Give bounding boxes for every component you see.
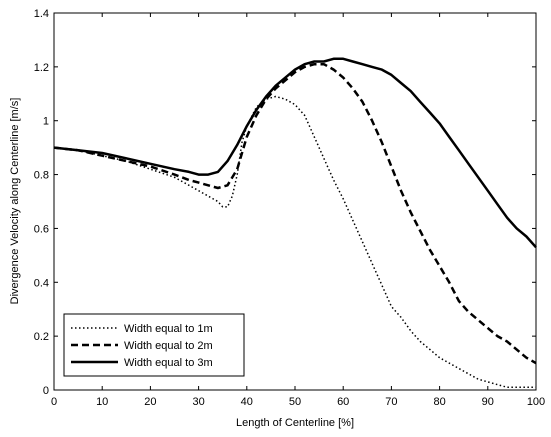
x-tick-label: 10 [96,396,108,408]
y-tick-label: 0.4 [34,277,49,289]
y-tick-label: 0.6 [34,223,49,235]
x-axis-label: Length of Centerline [%] [236,417,354,429]
x-tick-label: 100 [527,396,545,408]
x-tick-label: 40 [241,396,253,408]
axis-ticks: 0 10 20 30 40 50 60 70 80 90 100 0 0.2 0.4 0.6 0.8 1 1.2 1… [34,8,545,408]
series-line-1 [53,95,536,389]
legend-label-3m: Width equal to 3m [124,357,213,369]
x-tick-label: 50 [289,396,301,408]
x-tick-label: 70 [385,396,397,408]
x-tick-label: 0 [51,396,57,408]
legend-label-2m: Width equal to 2m [124,340,213,352]
plot-area [53,57,537,389]
series-line-2 [53,62,537,365]
y-tick-label: 1 [43,116,49,128]
legend-label-1m: Width equal to 1m [124,323,213,335]
y-tick-label: 0.2 [34,331,49,343]
x-tick-label: 90 [482,396,494,408]
y-axis-label: Divergence Velocity along Centerline [m/… [9,98,21,305]
x-tick-label: 30 [192,396,204,408]
y-tick-label: 1.2 [34,62,49,74]
y-tick-label: 0 [43,385,49,397]
y-tick-label: 0.8 [34,170,49,182]
series-line-3 [53,57,537,249]
legend: Width equal to 1m Width equal to 2m Widt… [63,313,245,377]
x-tick-label: 20 [144,396,156,408]
x-tick-label: 80 [433,396,445,408]
y-tick-label: 1.4 [34,8,49,20]
x-tick-label: 60 [337,396,349,408]
